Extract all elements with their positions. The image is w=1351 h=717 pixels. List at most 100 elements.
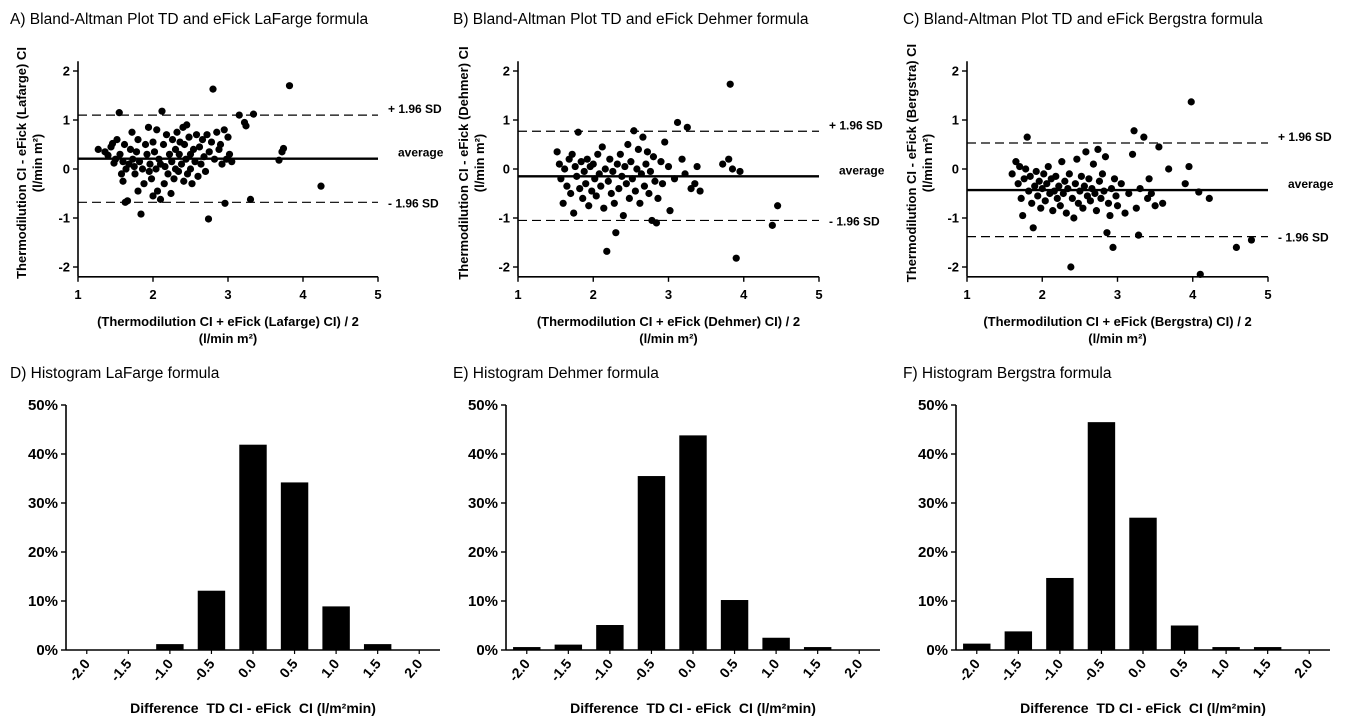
y-axis-title: Thermodilution CI - eFick (Dehmer) CI [456,46,471,279]
data-point [113,136,121,144]
data-point [598,143,606,151]
y-tick-label: 2 [952,64,959,79]
data-point [1185,162,1193,171]
lower-limit-label: - 1.96 SD [1278,231,1329,245]
data-point [177,160,186,168]
data-point [128,128,136,136]
y-tick-label: 1 [503,113,510,128]
x-tick-label: 1 [514,287,521,302]
y-tick-label: 20% [918,544,948,561]
data-point [585,202,593,210]
data-point [681,170,689,178]
data-point [205,148,213,156]
data-point [221,199,229,207]
data-point [1098,170,1107,178]
y-tick-label: 0% [926,642,948,659]
x-axis-title: Difference TD CI - eFick CI (l/m²min) [570,700,816,716]
data-point [1014,180,1022,188]
data-point [275,156,283,164]
data-point [1195,188,1203,196]
data-point [1113,202,1122,210]
histogram-bar [762,637,790,650]
data-point [242,122,250,130]
y-axis-title: Thermodilution CI - eFick (Bergstra) CI [904,44,919,282]
y-tick-label: 30% [918,495,948,512]
data-point [1049,207,1057,215]
histogram-bar [513,647,541,650]
data-point [645,189,653,198]
data-point [189,145,198,153]
y-tick-label: 40% [468,446,498,463]
data-point [1145,175,1153,183]
data-point [1187,98,1195,106]
x-axis-title: Difference TD CI - eFick CI (l/m²min) [130,700,376,716]
data-point [198,136,207,144]
x-tick-label: 4 [740,287,748,302]
data-point [175,150,183,158]
y-tick-label: 0 [952,162,959,177]
histogram-bar [1046,577,1074,650]
data-point [1028,199,1036,207]
data-point [141,140,150,149]
histogram-panel-e: E) Histogram Dehmer formula 0% 10% 20% 30% 40… [453,365,880,716]
data-point [610,199,618,207]
panel-title: A) Bland-Altman Plot TD and eFick LaFarg… [10,11,368,28]
data-point [104,151,112,159]
x-tick-label: 3 [1114,287,1121,302]
data-point [570,209,578,217]
x-tick-label: 1.0 [758,655,783,680]
data-point [1136,185,1144,193]
mean-label: average [839,163,885,177]
y-tick-label: -1 [58,211,70,226]
data-point [625,194,633,202]
x-tick-label: 2.0 [1291,655,1316,680]
lower-limit-label: - 1.96 SD [388,196,439,210]
data-point [130,162,138,171]
data-point [182,155,190,163]
x-tick-label: -2.0 [955,655,983,684]
data-point [1091,189,1099,198]
data-point [1100,187,1108,195]
data-point [160,180,168,188]
data-point [1029,224,1037,232]
x-tick-label: -1.5 [107,655,135,684]
y-tick-label: -2 [58,260,70,275]
data-point [618,172,626,180]
data-point [194,172,202,180]
data-point [568,150,576,158]
x-tick-label: -1.5 [997,655,1025,684]
y-tick-label: 30% [468,495,498,512]
data-point [1196,270,1204,278]
data-point [156,195,165,203]
data-point [279,144,288,153]
data-point [135,158,144,166]
data-point [1025,187,1033,195]
data-point [249,110,258,118]
data-point [1074,199,1082,207]
data-point [171,145,180,153]
histogram-panel-f: F) Histogram Bergstra formula 0% 10% 20% 30%… [903,365,1330,716]
data-point [553,148,561,156]
y-tick-label: -1 [498,211,510,226]
data-point [119,177,127,185]
data-point [220,126,228,134]
data-point [1044,162,1052,171]
x-axis-unit: (l/min m²) [639,331,698,346]
data-point [180,140,189,149]
x-tick-label: 3 [665,287,672,302]
data-point [634,145,643,153]
data-point [210,155,219,163]
y-tick-label: 10% [468,593,498,610]
histogram-bar [1087,422,1116,650]
data-point [559,199,567,207]
x-tick-label: 1.0 [1208,655,1233,680]
data-point [1107,185,1116,193]
data-point [1022,165,1030,173]
data-point [115,109,123,117]
x-tick-label: 2.0 [841,655,866,680]
data-point [1104,199,1113,207]
data-point [1080,182,1088,190]
data-point [129,155,137,163]
data-point [1247,236,1256,244]
data-point [119,158,127,166]
